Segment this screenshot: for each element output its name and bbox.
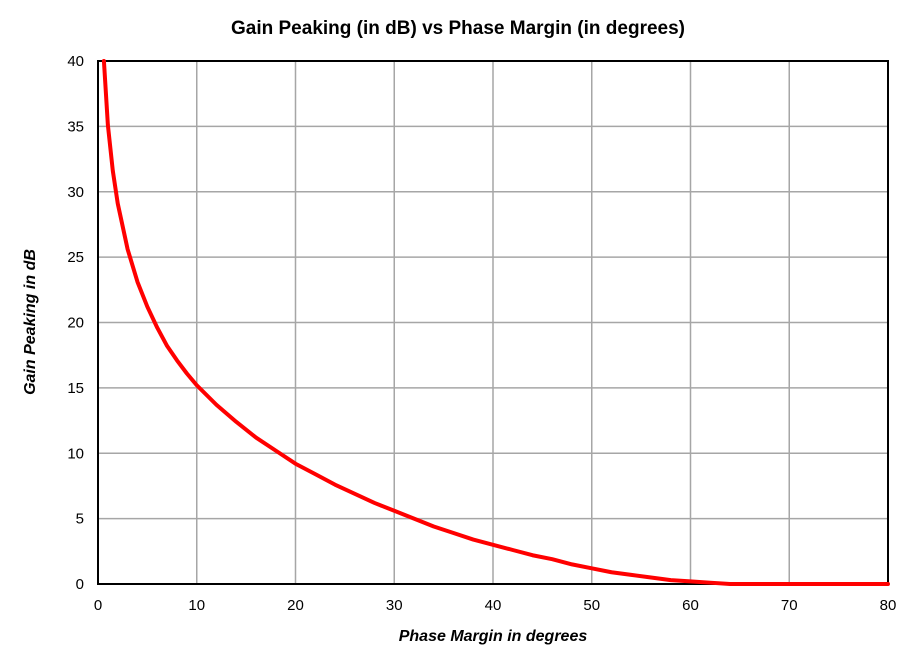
y-tick-label: 15 bbox=[67, 380, 84, 397]
y-tick-label: 5 bbox=[76, 511, 84, 528]
grid-lines bbox=[98, 61, 888, 584]
x-tick-label: 60 bbox=[682, 597, 699, 614]
y-tick-label: 35 bbox=[67, 118, 84, 135]
y-axis-label: Gain Peaking in dB bbox=[22, 249, 39, 395]
x-tick-label: 30 bbox=[386, 597, 403, 614]
x-tick-label: 80 bbox=[880, 597, 897, 614]
x-tick-label: 40 bbox=[485, 597, 502, 614]
y-tick-label: 40 bbox=[67, 53, 84, 70]
y-tick-label: 10 bbox=[67, 445, 84, 462]
x-tick-label: 50 bbox=[583, 597, 600, 614]
gain-peaking-chart: Gain Peaking (in dB) vs Phase Margin (in… bbox=[0, 0, 911, 659]
tick-labels: 0 10 20 30 40 50 60 70 80 0 5 10 15 20 25 30 35 40 bbox=[67, 53, 896, 614]
y-tick-label: 30 bbox=[67, 184, 84, 201]
x-tick-label: 0 bbox=[94, 597, 102, 614]
x-tick-label: 10 bbox=[188, 597, 205, 614]
x-axis-label: Phase Margin in degrees bbox=[399, 628, 588, 645]
y-tick-label: 20 bbox=[67, 315, 84, 332]
x-tick-label: 20 bbox=[287, 597, 304, 614]
chart-title: Gain Peaking (in dB) vs Phase Margin (in… bbox=[231, 18, 685, 39]
y-tick-label: 0 bbox=[76, 576, 84, 593]
y-tick-label: 25 bbox=[67, 249, 84, 266]
x-tick-label: 70 bbox=[781, 597, 798, 614]
